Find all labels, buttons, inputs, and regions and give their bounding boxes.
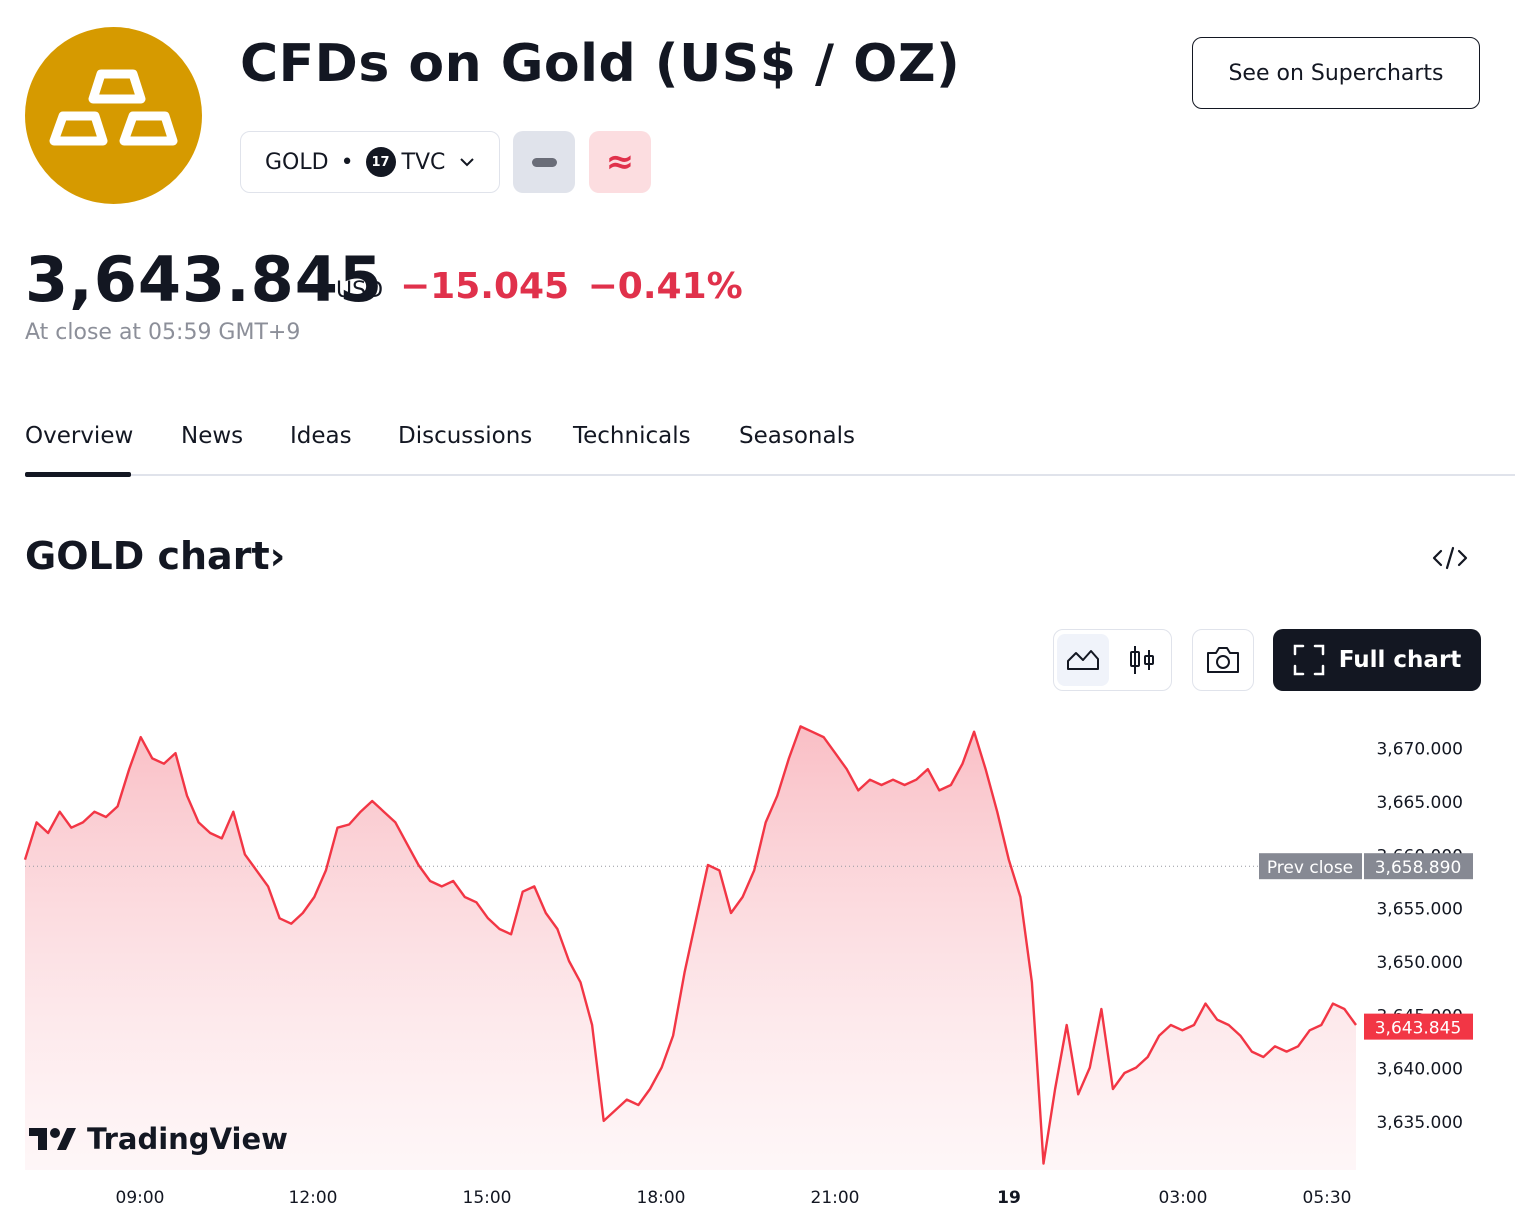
tab-seasonals[interactable]: Seasonals <box>739 423 855 449</box>
approx-icon: ≈ <box>605 142 635 182</box>
fullscreen-icon <box>1293 644 1324 676</box>
last-price-value: 3,643.845 <box>1375 1019 1462 1039</box>
minus-icon <box>532 158 557 167</box>
y-tick-label: 3,655.000 <box>1376 900 1463 920</box>
area-chart-icon <box>1067 650 1099 670</box>
tab-news[interactable]: News <box>181 423 244 449</box>
cfd-indicator-button[interactable]: ≈ <box>589 131 651 193</box>
prev-close-value-tag <box>1364 853 1473 880</box>
candles-chart-button[interactable] <box>1116 634 1168 686</box>
y-tick-label: 3,665.000 <box>1376 793 1463 813</box>
tradingview-watermark: TradingView <box>27 1122 288 1156</box>
y-tick-label: 3,635.000 <box>1376 1113 1463 1133</box>
chart-title-text: GOLD chart <box>25 534 270 578</box>
full-chart-button[interactable]: Full chart <box>1273 629 1481 691</box>
change-percent: −0.41% <box>587 266 743 307</box>
watermark-text: TradingView <box>87 1122 288 1156</box>
last-price: 3,643.845 <box>25 243 384 316</box>
price-axis: 3,670.0003,665.0003,660.0003,655.0003,65… <box>1376 740 1463 1133</box>
symbol-logo <box>25 27 202 204</box>
x-tick-label: 21:00 <box>811 1188 860 1208</box>
camera-icon <box>1207 647 1239 673</box>
prev-close-tag <box>1259 853 1362 880</box>
price-line-layer <box>23 725 1357 1165</box>
last-price-tag <box>1364 1013 1473 1040</box>
x-tick-label: 15:00 <box>463 1188 512 1208</box>
x-tick-label: 09:00 <box>116 1188 165 1208</box>
prev-close-label: Prev close <box>1267 858 1353 878</box>
exchange-label: TVC <box>401 149 446 175</box>
tab-bar-divider <box>25 474 1515 476</box>
separator-dot: • <box>340 149 354 175</box>
y-tick-label: 3,640.000 <box>1376 1060 1463 1080</box>
tab-ideas[interactable]: Ideas <box>290 423 352 449</box>
tradingview-badge-icon: 17 <box>365 147 396 177</box>
y-tick-label: 3,670.000 <box>1376 740 1463 760</box>
currency-label: USD <box>336 278 384 303</box>
x-tick-label: 03:00 <box>1159 1188 1208 1208</box>
gold-bars-icon <box>49 69 178 146</box>
y-tick-label: 3,650.000 <box>1376 953 1463 973</box>
tab-technicals[interactable]: Technicals <box>573 423 691 449</box>
chart-type-group <box>1053 629 1172 691</box>
tab-overview[interactable]: Overview <box>25 423 134 449</box>
time-axis: 09:00 12:00 15:00 18:00 21:00 19 03:00 05:30 <box>116 1188 1352 1208</box>
symbol-label: GOLD <box>265 149 329 175</box>
page-title: CFDs on Gold (US$ / OZ) <box>240 34 961 94</box>
embed-code-icon[interactable] <box>1432 543 1468 573</box>
symbol-exchange-selector[interactable]: GOLD • 17 TVC <box>240 131 500 193</box>
candlestick-icon <box>1130 646 1154 674</box>
market-status-button[interactable] <box>513 131 575 193</box>
price-markers: Prev close 3,658.890 3,643.845 <box>1259 853 1473 1040</box>
prev-close-value: 3,658.890 <box>1375 858 1462 878</box>
x-tick-label: 19 <box>997 1188 1021 1208</box>
see-on-supercharts-button[interactable]: See on Supercharts <box>1192 37 1480 109</box>
chart-section-title[interactable]: GOLD chart› <box>25 534 285 578</box>
tab-discussions[interactable]: Discussions <box>398 423 533 449</box>
area-chart-button[interactable] <box>1057 634 1109 686</box>
close-time-note: At close at 05:59 GMT+9 <box>25 320 301 345</box>
change-absolute: −15.045 <box>400 266 570 307</box>
price-chart[interactable]: 3,670.0003,665.0003,660.0003,655.0003,65… <box>0 700 1515 1218</box>
x-tick-label: 12:00 <box>289 1188 338 1208</box>
chevron-down-icon <box>460 158 475 167</box>
chevron-right-icon: › <box>269 534 286 578</box>
price-line <box>23 725 1357 1165</box>
x-tick-label: 05:30 <box>1303 1188 1352 1208</box>
active-tab-indicator <box>25 472 131 477</box>
price-change: −15.045 −0.41% <box>400 266 743 307</box>
tradingview-logo-icon <box>29 1128 76 1150</box>
x-tick-label: 18:00 <box>637 1188 686 1208</box>
snapshot-button[interactable] <box>1192 629 1254 691</box>
full-chart-label: Full chart <box>1338 647 1462 673</box>
